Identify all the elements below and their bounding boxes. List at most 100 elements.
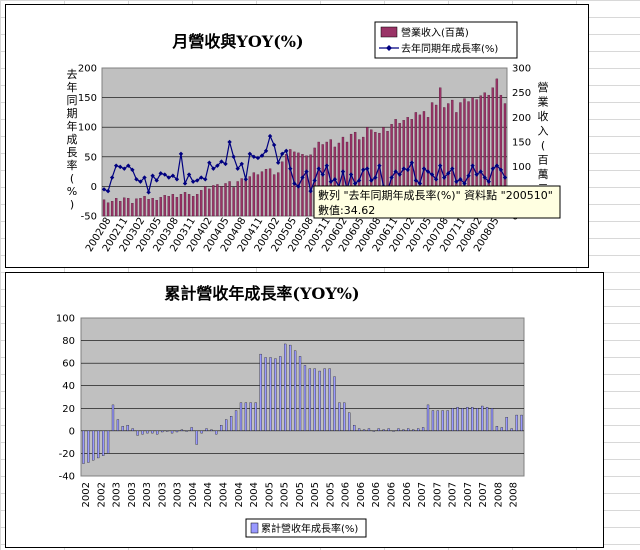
chart1-revenue-bar: [102, 199, 106, 217]
chart1-yoy-marker: [166, 175, 172, 180]
chart2-bar: [402, 429, 405, 432]
chart1-revenue-bar: [232, 187, 235, 217]
chart1-revenue-bar: [139, 198, 142, 217]
chart1-revenue-bar: [305, 155, 308, 217]
chart2-bar: [254, 402, 257, 432]
chart1-yoy-marker: [219, 159, 224, 164]
chart1-revenue-bar: [196, 194, 199, 217]
chart2-bar: [269, 357, 272, 432]
chart2-bar: [146, 430, 149, 434]
chart1-tooltip: 數列 "去年同期年成長率(%)" 資料點 "200510" 數值:34.62: [313, 185, 561, 219]
chart1-yoy-marker: [239, 161, 244, 167]
chart2-legend[interactable]: 累計營收年成長率(%): [245, 518, 367, 538]
chart2-x-tick-label: 2002: [96, 482, 107, 507]
chart2-bar: [328, 368, 331, 432]
chart1-right-tick-label: 150: [512, 138, 531, 149]
chart2-bar: [308, 368, 312, 432]
chart2-bar: [372, 430, 376, 432]
chart1-yoy-marker: [312, 178, 317, 183]
chart2-bar: [303, 365, 307, 432]
chart2-bar: [485, 407, 489, 432]
chart1-yoy-marker: [113, 163, 119, 168]
cumulative-revenue-yoy-chart[interactable]: 累計營收年成長率(YOY%) -40 -20 0 20 40 60 80 100 2002 20…: [5, 272, 604, 548]
chart1-yoy-marker: [150, 173, 155, 178]
chart2-bar: [205, 428, 208, 432]
chart1-yoy-marker: [296, 184, 301, 189]
chart2-bar: [441, 410, 444, 432]
chart2-y-tick-label: 0: [69, 426, 75, 437]
chart2-x-tick-label: 2003: [112, 482, 123, 507]
chart1-legend[interactable]: 營業收入(百萬) 去年同期年成長率(%): [374, 21, 518, 59]
chart2-bar: [387, 428, 390, 432]
chart2-y-tick-label: 60: [62, 359, 75, 370]
chart1-yoy-marker: [316, 166, 321, 171]
chart1-yoy-marker: [162, 172, 167, 177]
chart1-yoy-marker: [482, 175, 487, 180]
chart2-x-tick-label: 2007: [463, 482, 474, 507]
chart1-yoy-marker: [486, 179, 491, 184]
chart1-revenue-bar: [268, 168, 272, 217]
chart2-x-tick-label: 2006: [402, 482, 413, 507]
chart1-yoy-marker: [122, 166, 127, 171]
chart1-revenue-bar: [147, 199, 150, 217]
chart2-gridlines: [81, 340, 524, 454]
chart1-yoy-marker: [401, 166, 406, 171]
chart2-bar: [239, 402, 243, 432]
chart1-yoy-markers: [101, 133, 508, 195]
chart1-yoy-marker: [470, 163, 475, 168]
chart1-yoy-marker: [199, 175, 204, 180]
chart2-bar: [481, 405, 484, 432]
chart2-x-tick-label: 2004: [218, 482, 229, 507]
chart2-x-tick-label: 2007: [478, 482, 489, 507]
chart2-bar: [466, 407, 469, 432]
chart2-bar: [161, 430, 164, 433]
chart2-bar: [156, 430, 159, 435]
chart2-bar: [102, 430, 105, 456]
chart2-y-axis-ticks: -40 -20 0 20 40 60 80 100: [56, 314, 75, 483]
chart2-y-tick-label: 100: [56, 314, 75, 325]
chart2-y-tick-label: -20: [59, 449, 75, 460]
chart2-bar: [141, 430, 144, 435]
chart2-bar: [333, 376, 336, 432]
chart2-x-tick-label: 2003: [142, 482, 153, 507]
chart2-x-tick-label: 2007: [448, 482, 459, 507]
chart2-x-tick-label: 2006: [341, 482, 352, 507]
chart1-yoy-marker: [243, 177, 248, 182]
chart1-revenue-bar: [123, 197, 126, 217]
chart2-bar: [367, 428, 371, 432]
chart2-legend-box: [245, 518, 367, 538]
chart1-right-axis-char: 入: [538, 125, 549, 138]
chart1-yoy-marker: [109, 175, 115, 180]
chart2-bar: [382, 429, 385, 432]
chart1-yoy-marker: [474, 172, 479, 177]
chart2-bar: [431, 410, 435, 432]
chart1-yoy-marker: [288, 166, 293, 171]
chart1-yoy-marker: [340, 169, 346, 174]
chart1-left-tick-label: 0: [91, 182, 97, 193]
chart1-yoy-marker: [158, 171, 163, 176]
chart2-bar: [284, 343, 287, 432]
chart2-bar: [357, 428, 361, 432]
chart1-yoy-marker: [466, 173, 471, 178]
chart2-x-tick-label: 2007: [432, 482, 443, 507]
chart1-yoy-marker: [101, 187, 107, 192]
chart2-bar: [190, 427, 193, 432]
chart2-bar: [166, 430, 169, 432]
chart1-left-axis-char: ): [70, 198, 74, 211]
chart1-yoy-marker: [203, 177, 208, 182]
chart1-revenue-bar: [240, 178, 243, 217]
chart2-y-tick-label: 80: [62, 336, 75, 347]
chart1-yoy-marker: [494, 163, 500, 168]
chart2-bar: [495, 426, 499, 432]
chart2-bar: [116, 419, 120, 432]
chart1-yoy-marker: [498, 167, 504, 173]
chart2-bar: [92, 430, 95, 461]
chart1-revenue-bar: [163, 195, 166, 217]
chart2-bar: [151, 430, 154, 434]
chart1-revenue-bar: [106, 202, 110, 217]
chart2-x-tick-label: 2006: [356, 482, 367, 507]
chart1-yoy-marker: [174, 177, 180, 182]
chart1-yoy-marker: [304, 169, 309, 174]
chart1-revenue-bar: [228, 181, 231, 217]
